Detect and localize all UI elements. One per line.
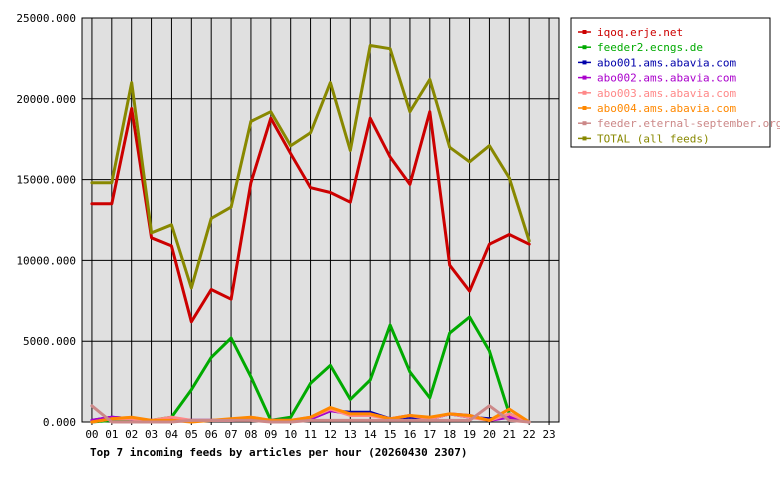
legend-label: abo004.ams.abavia.com (597, 102, 736, 115)
series-line-5 (90, 406, 531, 424)
series-line-6 (90, 404, 531, 424)
legend-box (570, 17, 771, 148)
x-tick-label: 00 (85, 428, 98, 441)
legend: iqoq.erje.net feeder2.ecngs.de abo001.ams.… (570, 17, 780, 148)
x-tick-label: 08 (244, 428, 257, 441)
y-tick-label: 25000.000 (16, 12, 76, 25)
x-tick-label: 19 (463, 428, 476, 441)
x-tick-label: 16 (403, 428, 416, 441)
plot-area (81, 17, 560, 423)
x-tick-label: 20 (483, 428, 496, 441)
legend-swatch-marker (582, 136, 587, 141)
x-tick-label: 07 (224, 428, 237, 441)
x-tick-label: 11 (304, 428, 317, 441)
x-tick-label: 18 (443, 428, 456, 441)
y-tick-label: 10000.000 (16, 254, 76, 267)
x-tick-label: 23 (542, 428, 555, 441)
legend-swatch-marker (582, 106, 587, 110)
series-lines (90, 44, 531, 424)
y-tick-label: 5000.000 (23, 335, 76, 348)
legend-label: abo003.ams.abavia.com (597, 87, 736, 100)
x-tick-label: 03 (145, 428, 158, 441)
y-tick-label: 20000.000 (16, 93, 76, 106)
x-tick-label: 21 (503, 428, 516, 441)
y-tick-label: 0.000 (43, 416, 76, 429)
x-tick-label: 13 (344, 428, 357, 441)
legend-label: abo001.ams.abavia.com (597, 56, 736, 69)
x-tick-label: 12 (324, 428, 337, 441)
x-tick-label: 22 (523, 428, 536, 441)
x-tick-label: 14 (364, 428, 378, 441)
y-tick-label: 15000.000 (16, 174, 76, 187)
legend-swatch-marker (582, 90, 587, 95)
x-tick-label: 06 (205, 428, 218, 441)
x-tick-label: 17 (423, 428, 436, 441)
x-tick-label: 15 (383, 428, 396, 441)
x-tick-label: 09 (264, 428, 277, 441)
legend-label: feeder2.ecngs.de (597, 41, 703, 54)
chart-title: Top 7 incoming feeds by articles per hou… (90, 446, 468, 459)
legend-swatch-marker (582, 121, 587, 126)
legend-label: feeder.eternal-september.org (597, 117, 780, 130)
x-tick-label: 05 (185, 428, 198, 441)
legend-swatch-marker (582, 75, 587, 80)
legend-swatch-marker (582, 60, 587, 65)
series-line-7 (90, 44, 531, 290)
x-axis-ticks: 00 01 02 03 04 05 06 07 08 09 10 11 12 13 14 15 16 17 18 19… (85, 422, 556, 441)
x-tick-label: 02 (125, 428, 138, 441)
legend-label: TOTAL (all feeds) (597, 132, 710, 145)
legend-label: iqoq.erje.net (597, 26, 683, 39)
x-tick-label: 01 (105, 428, 118, 441)
x-tick-label: 10 (284, 428, 297, 441)
legend-label: abo002.ams.abavia.com (597, 72, 736, 85)
legend-swatch-marker (582, 45, 587, 50)
x-tick-label: 04 (165, 428, 179, 441)
legend-swatch-marker (582, 30, 587, 34)
y-axis-ticks: 0.000 5000.000 10000.000 15000.000 20000.000… (16, 12, 76, 429)
series-line-0 (90, 107, 531, 324)
